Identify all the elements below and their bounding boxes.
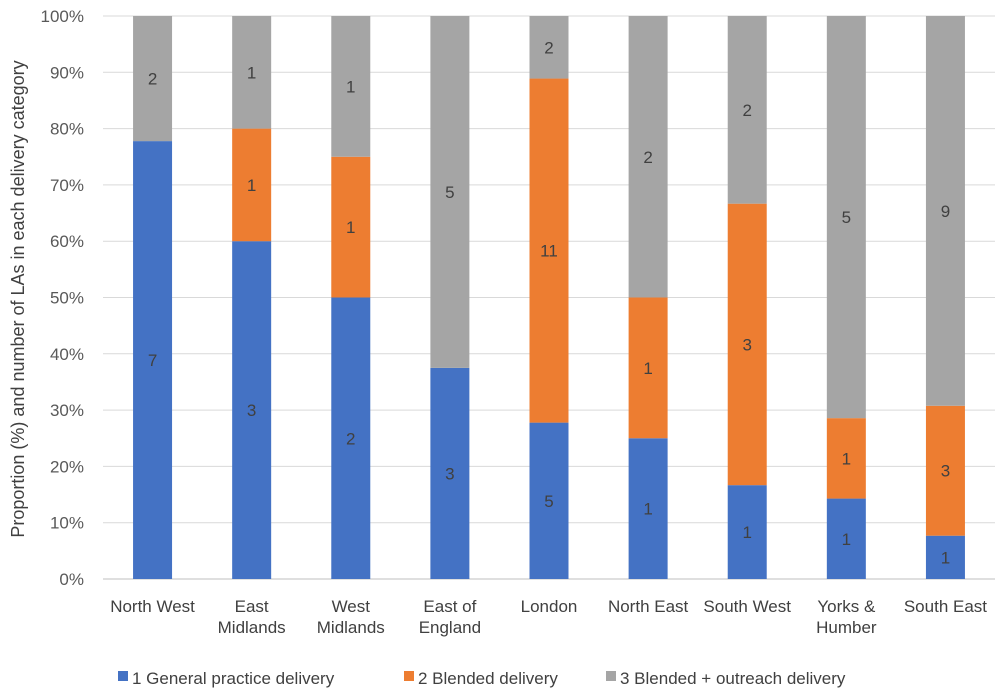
y-tick-label: 90% xyxy=(50,63,84,82)
bar-segment xyxy=(529,78,569,423)
data-label: 1 xyxy=(247,63,256,82)
data-label: 1 xyxy=(941,548,950,567)
data-label: 1 xyxy=(842,530,851,549)
bar-segment xyxy=(133,141,173,579)
bar-segment xyxy=(331,16,371,157)
data-label: 2 xyxy=(643,148,652,167)
y-tick-label: 20% xyxy=(50,457,84,476)
x-category-label: North West xyxy=(110,597,195,616)
data-label: 3 xyxy=(742,335,751,354)
data-label: 5 xyxy=(544,492,553,511)
bar-segment xyxy=(628,438,668,579)
legend: 1 General practice delivery 2 Blended del… xyxy=(118,669,846,688)
data-label: 1 xyxy=(247,176,256,195)
x-category-label: South West xyxy=(703,597,791,616)
bar-segment xyxy=(430,16,470,368)
bar-segment xyxy=(925,535,965,579)
legend-label: 2 Blended delivery xyxy=(418,669,558,688)
x-category-label: North East xyxy=(608,597,689,616)
bar-segment xyxy=(826,418,866,499)
y-tick-label: 70% xyxy=(50,176,84,195)
data-label: 1 xyxy=(643,500,652,519)
legend-label: 3 Blended + outreach delivery xyxy=(620,669,846,688)
data-label: 3 xyxy=(247,401,256,420)
bar-segment xyxy=(925,405,965,536)
data-label: 1 xyxy=(346,77,355,96)
bar-segment xyxy=(232,128,272,242)
y-tick-label: 40% xyxy=(50,345,84,364)
x-category-label: London xyxy=(521,597,578,616)
x-category-label: East Midlands xyxy=(218,597,286,637)
y-tick-label: 0% xyxy=(59,570,84,589)
bar-segment xyxy=(331,297,371,579)
bar-segment xyxy=(430,367,470,579)
legend-swatch xyxy=(118,671,128,681)
data-label: 2 xyxy=(148,70,157,89)
y-tick-label: 10% xyxy=(50,514,84,533)
data-label: 1 xyxy=(643,359,652,378)
data-label: 2 xyxy=(742,101,751,120)
y-tick-label: 60% xyxy=(50,232,84,251)
x-axis-categories: North West East Midlands West Midlands East o… xyxy=(110,597,987,637)
bars xyxy=(133,16,965,579)
data-label: 3 xyxy=(941,462,950,481)
y-tick-label: 80% xyxy=(50,120,84,139)
data-label: 5 xyxy=(445,183,454,202)
bar-segment xyxy=(133,16,173,142)
data-label: 2 xyxy=(544,38,553,57)
bar-segment xyxy=(925,16,965,406)
y-axis-title: Proportion (%) and number of LAs in each… xyxy=(8,60,28,537)
bar-segment xyxy=(232,241,272,579)
bar-segment xyxy=(727,203,767,486)
data-label: 2 xyxy=(346,429,355,448)
legend-swatch xyxy=(404,671,414,681)
y-tick-label: 100% xyxy=(41,7,84,26)
data-label: 1 xyxy=(346,218,355,237)
legend-swatch xyxy=(606,671,616,681)
bar-segment xyxy=(628,16,668,298)
data-label: 11 xyxy=(540,242,558,261)
x-category-label: South East xyxy=(904,597,987,616)
y-tick-label: 50% xyxy=(50,289,84,308)
x-category-label: West Midlands xyxy=(317,597,385,637)
bar-segment xyxy=(826,498,866,579)
legend-label: 1 General practice delivery xyxy=(132,669,335,688)
bar-segment xyxy=(331,156,371,298)
data-label: 3 xyxy=(445,464,454,483)
data-label: 7 xyxy=(148,351,157,370)
data-label: 1 xyxy=(742,523,751,542)
bar-segment xyxy=(727,485,767,579)
bar-segment xyxy=(529,16,569,79)
x-category-label: East of England xyxy=(419,597,481,637)
bar-segment xyxy=(232,16,272,129)
bar-segment xyxy=(628,297,668,439)
y-tick-label: 30% xyxy=(50,401,84,420)
bar-segment xyxy=(826,16,866,419)
data-label: 1 xyxy=(842,449,851,468)
x-category-label: Yorks & Humber xyxy=(816,597,877,637)
y-axis-ticks: 0% 10% 20% 30% 40% 50% 60% 70% 80% 90% 100% xyxy=(41,7,84,589)
bar-segment xyxy=(529,422,569,579)
data-label: 9 xyxy=(941,202,950,221)
bar-segment xyxy=(727,16,767,204)
data-label: 5 xyxy=(842,208,851,227)
